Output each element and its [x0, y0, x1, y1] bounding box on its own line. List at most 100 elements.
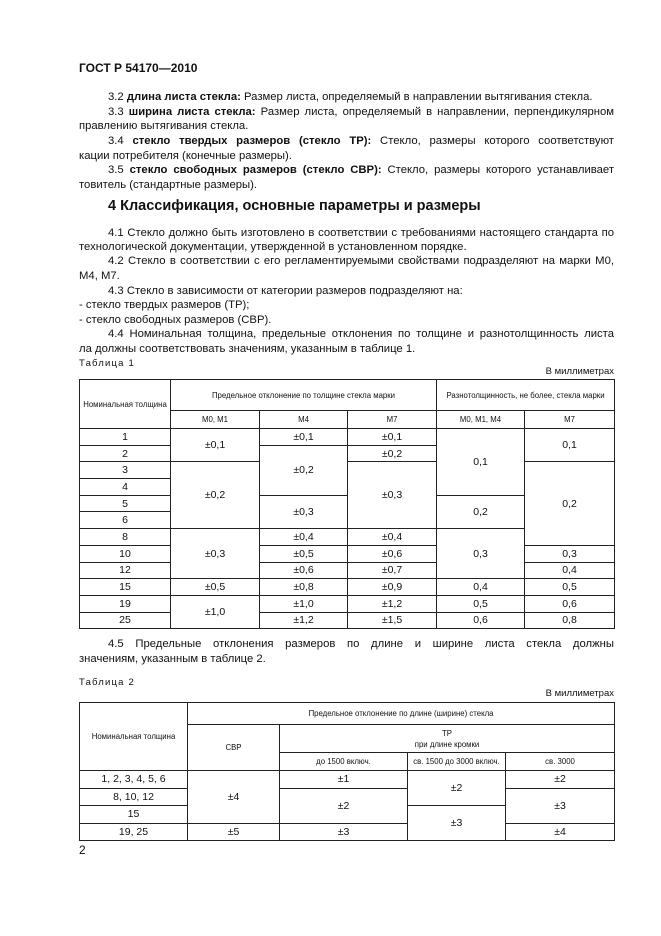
para-4-5: 4.5 Предельные отклонения размеров по дл… — [108, 638, 614, 650]
header-nominal: Номинальная толщина — [79, 379, 171, 429]
table-cell: 0,1 — [523, 427, 616, 463]
table-cell: ±0,1 — [170, 427, 260, 463]
table-cell: 0,6 — [436, 611, 525, 630]
table-cell: 19 — [79, 594, 171, 613]
definition-3-5: 3.5 стекло свободных размеров (стекло СВ… — [108, 163, 614, 177]
table-cell: ±0,4 — [259, 528, 348, 546]
definition-text: Размер листа, определяемый в направлении… — [244, 91, 593, 103]
subheader: М7 — [523, 410, 616, 429]
table-cell: 0,2 — [436, 494, 525, 530]
table-cell: ±0,2 — [259, 444, 348, 496]
subheader: М4 — [259, 410, 348, 429]
table-cell: 2 — [79, 444, 171, 463]
definition-3-4-cont: кации потребителя (конечные размеры). — [79, 150, 292, 162]
table-cell: 8, 10, 12 — [79, 787, 188, 806]
para-4-1: 4.1 Стекло должно быть изготовлено в соо… — [108, 227, 614, 239]
table-cell: 8 — [79, 528, 171, 546]
table-cell: ±3 — [504, 787, 616, 824]
definition-3-3: 3.3 ширина листа стекла: Размер листа, о… — [108, 105, 614, 119]
subheader: М0, М1 — [170, 410, 260, 429]
table-cell: ±2 — [407, 770, 506, 806]
para-4-3: 4.3 Стекло в зависимости от категории ра… — [108, 285, 463, 297]
table-cell: 10 — [79, 544, 171, 563]
subheader: до 1500 включ. — [279, 752, 408, 771]
header-nominal: Номинальная толщина — [79, 702, 188, 771]
table2-caption: Таблица 2 — [79, 677, 135, 688]
definition-term: стекло твердых размеров (стекло ТР): — [132, 135, 372, 147]
table-cell: ±0,3 — [347, 461, 437, 530]
table-cell: 15 — [79, 805, 188, 824]
header-svr: СВР — [187, 724, 280, 771]
table-cell: ±1,0 — [259, 594, 348, 613]
table-cell: ±4 — [504, 822, 616, 841]
header-variation: Разнотолщинность, не более, стекла марки — [435, 379, 616, 411]
table-cell: ±1,2 — [259, 611, 348, 630]
table-cell: ±3 — [279, 822, 408, 841]
table-cell: ±1,0 — [170, 594, 260, 630]
table-cell: ±0,2 — [170, 461, 260, 530]
table-cell: ±0,9 — [347, 578, 437, 596]
definition-text: Стекло, размеры которого соответствуют с… — [380, 135, 614, 147]
para-4-4: 4.4 Номинальная толщина, предельные откл… — [108, 328, 614, 340]
table-cell: 0,4 — [436, 578, 525, 596]
table-cell: ±0,3 — [170, 528, 260, 580]
table-1: Номинальная толщина Предельное отклонение… — [79, 379, 616, 630]
table-cell: ±2 — [504, 770, 616, 789]
table-cell: ±4 — [187, 770, 280, 824]
table-cell: 25 — [79, 611, 171, 630]
document-header: ГОСТ Р 54170—2010 — [79, 61, 198, 75]
section-title: 4 Классификация, основные параметры и ра… — [108, 198, 481, 214]
definition-3-5-cont: товитель (стандартные размеры). — [79, 179, 258, 191]
table-cell: ±0,7 — [347, 561, 437, 580]
table1-units: В миллиметрах — [545, 366, 614, 377]
header-deviation: Предельное отклонение по толщине стекла … — [170, 379, 437, 411]
definition-term: стекло свободных размеров (стекло СВР): — [129, 164, 382, 176]
definition-text: Размер листа, определяемый в направлении… — [260, 106, 614, 118]
table-cell: 5 — [79, 494, 171, 513]
header-deviation: Предельное отклонение по длине (ширине) … — [186, 702, 616, 725]
table-cell: 0,8 — [523, 611, 616, 630]
definition-3-4: 3.4 стекло твердых размеров (стекло ТР):… — [108, 134, 614, 148]
table-cell: 0,3 — [523, 544, 616, 563]
table-cell: 4 — [79, 478, 171, 496]
definition-number: 3.3 — [108, 106, 124, 118]
definition-term: длина листа стекла: — [126, 91, 241, 103]
table-cell: ±1 — [279, 770, 408, 789]
table1-caption: Таблица 1 — [79, 358, 135, 369]
table-cell: 19, 25 — [79, 822, 188, 841]
subheader: М7 — [347, 410, 437, 429]
para-4-1-cont: технологической документации, утвержденн… — [79, 241, 467, 253]
table-cell: ±0,2 — [347, 444, 437, 463]
table-cell: ±0,6 — [347, 544, 437, 563]
subheader: св. 1500 до 3000 включ. — [407, 752, 506, 771]
page-number: 2 — [79, 843, 86, 857]
header-tr: ТР при длине кромки — [278, 724, 616, 753]
table-cell: 0,5 — [523, 578, 616, 596]
table-cell: 1 — [79, 428, 171, 446]
table-cell: ±1,2 — [347, 594, 437, 613]
definition-number: 3.2 — [108, 91, 124, 103]
table-cell: 12 — [79, 561, 171, 580]
table-cell: 0,3 — [436, 528, 525, 580]
table-cell: 0,6 — [523, 594, 616, 613]
table-cell: ±0,5 — [259, 544, 348, 563]
table-cell: 0,1 — [436, 428, 525, 496]
header-tr-label: ТР — [442, 728, 452, 738]
para-4-2-cont: М4, М7. — [79, 270, 120, 282]
table-cell: ±0,1 — [259, 428, 348, 446]
table-cell: ±2 — [279, 787, 408, 824]
table-cell: ±1,5 — [347, 611, 437, 630]
table2-units: В миллиметрах — [545, 688, 614, 699]
table-cell: ±0,4 — [347, 528, 437, 546]
definition-number: 3.4 — [108, 135, 124, 147]
table-cell: 0,2 — [523, 461, 616, 546]
table-2: Номинальная толщина Предельное отклонение… — [79, 702, 616, 841]
para-4-4-cont: ла должны соответствовать значениям, ука… — [79, 343, 416, 355]
definition-number: 3.5 — [108, 164, 124, 176]
para-4-5-cont: значениям, указанным в таблице 2. — [79, 653, 266, 665]
subheader: св. 3000 — [504, 752, 616, 771]
table-cell: 6 — [79, 511, 171, 530]
table-cell: 0,5 — [436, 594, 525, 613]
table-cell: ±0,3 — [259, 494, 348, 530]
table-cell: ±5 — [187, 822, 280, 841]
